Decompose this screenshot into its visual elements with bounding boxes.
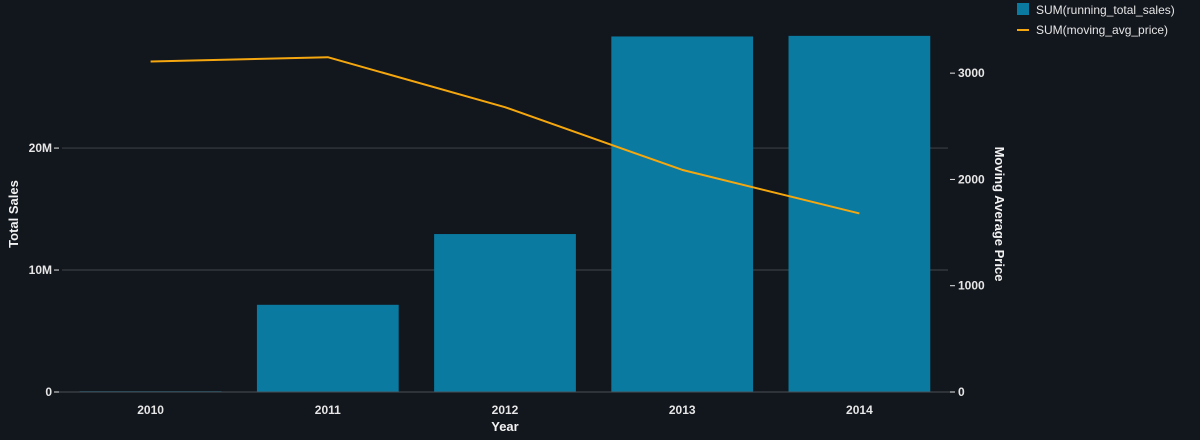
y-axis-title: Total Sales [6,180,21,248]
bar-2012 [434,234,576,392]
x-tick-label: 2010 [137,403,164,417]
bar-2011 [256,304,399,392]
y2-axis-title: Moving Average Price [992,147,1007,282]
legend-swatch-bar [1017,3,1029,15]
y-tick-label: 10M [29,263,52,277]
legend-label-bar: SUM(running_total_sales) [1036,3,1175,17]
x-axis-title: Year [491,419,518,434]
y-tick-label: 20M [29,141,52,155]
x-tick-label: 2014 [846,403,873,417]
y-tick-label: 0 [45,385,52,399]
y2-tick-label: 0 [958,385,965,399]
x-tick-label: 2012 [492,403,519,417]
x-tick-label: 2011 [315,403,341,417]
y2-tick-label: 3000 [958,66,985,80]
bar-2013 [611,36,754,392]
y2-tick-label: 1000 [958,279,985,293]
legend-label-line: SUM(moving_avg_price) [1036,23,1168,37]
y2-tick-label: 2000 [958,172,985,186]
bar-2014 [788,35,931,392]
line-moving-avg-price [150,56,860,215]
x-tick-label: 2013 [669,403,696,417]
